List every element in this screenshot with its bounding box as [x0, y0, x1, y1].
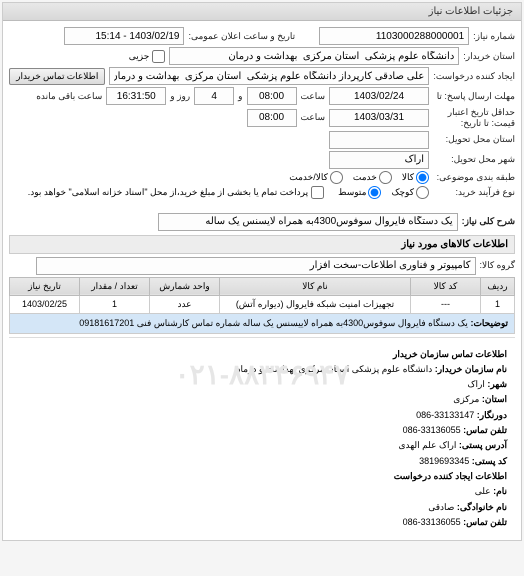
cell-name: تجهیزات امنیت شبکه فایروال (دیواره آتش) — [220, 295, 411, 313]
time-label-2: ساعت — [301, 112, 326, 123]
buyer-contact-button[interactable]: اطلاعات تماس خریدار — [9, 68, 105, 85]
row-subject-cat: طبقه بندی موضوعی: کالا خدمت کالا/خدمت — [9, 171, 515, 184]
details-panel: جزئیات اطلاعات نیاز شماره نیاز: تاریخ و … — [2, 2, 522, 541]
req-no-field[interactable] — [319, 27, 469, 45]
radio-small[interactable]: کوچک — [391, 186, 429, 199]
cell-unit: عدد — [150, 295, 220, 313]
row-delivery-city: شهر محل تحویل: — [9, 151, 515, 169]
row-delivery-state: استان محل تحویل: — [9, 131, 515, 149]
partial-checkbox[interactable]: جزیی — [129, 50, 166, 63]
partial-check-input[interactable] — [152, 50, 165, 63]
group-field[interactable] — [36, 257, 476, 275]
requester-field[interactable] — [109, 67, 429, 85]
creator-section-title: اطلاعات ایجاد کننده درخواست — [17, 469, 507, 484]
radio-small-input[interactable] — [416, 186, 429, 199]
time-label-1: ساعت — [301, 91, 326, 102]
post-line: کد پستی: 3819693345 — [17, 454, 507, 469]
req-no-label: شماره نیاز: — [473, 31, 515, 42]
delivery-state-field[interactable] — [329, 131, 429, 149]
row-req-no: شماره نیاز: تاریخ و ساعت اعلان عمومی: — [9, 27, 515, 45]
row-requester: ایجاد کننده درخواست: اطلاعات تماس خریدار — [9, 67, 515, 85]
cell-desc: توضیحات: یک دستگاه فایروال سوفوس4300به ه… — [10, 313, 515, 333]
table-desc-row: توضیحات: یک دستگاه فایروال سوفوس4300به ه… — [10, 313, 515, 333]
subject-cat-label: طبقه بندی موضوعی: — [433, 172, 515, 183]
th-code: کد کالا — [411, 277, 481, 295]
remain-label: ساعت باقی مانده — [36, 91, 102, 102]
name-line: نام: علی — [17, 484, 507, 499]
partial-label: جزیی — [129, 51, 150, 62]
general-desc-label: شرح کلی نیاز: — [462, 216, 515, 227]
requester-label: ایجاد کننده درخواست: — [433, 71, 515, 82]
addr-line: آدرس پستی: اراک علم الهدی — [17, 438, 507, 453]
radio-medium[interactable]: متوسط — [338, 186, 381, 199]
delivery-state-label: استان محل تحویل: — [433, 134, 515, 145]
remain-time-field[interactable] — [106, 87, 166, 105]
cell-code: --- — [411, 295, 481, 313]
group-label: گروه کالا: — [480, 260, 515, 271]
general-desc-field[interactable] — [158, 213, 458, 231]
contact-section-title: اطلاعات تماس سازمان خریدار — [17, 347, 507, 362]
tel-line: تلفن تماس: 33136055-086 — [17, 423, 507, 438]
validity-label: حداقل تاریخ اعتبار قیمت: تا تاریخ: — [433, 107, 515, 129]
row-group: گروه کالا: — [9, 257, 515, 275]
radio-kala[interactable]: کالا — [402, 171, 429, 184]
radio-khadmat-input[interactable] — [379, 171, 392, 184]
and-label: و — [238, 91, 242, 102]
th-qty: تعداد / مقدار — [80, 277, 150, 295]
cell-date: 1403/02/25 — [10, 295, 80, 313]
delivery-city-label: شهر محل تحویل: — [433, 154, 515, 165]
buyer-state-field[interactable] — [169, 47, 459, 65]
city-line: شهر: اراک — [17, 377, 507, 392]
subject-radio-group: کالا خدمت کالا/خدمت — [289, 171, 429, 184]
radio-medium-input[interactable] — [368, 186, 381, 199]
th-row: ردیف — [481, 277, 515, 295]
cell-qty: 1 — [80, 295, 150, 313]
table-header-row: ردیف کد کالا نام کالا واحد شمارش تعداد /… — [10, 277, 515, 295]
need-type-radio-group: کوچک متوسط — [338, 186, 429, 199]
radio-kk-input[interactable] — [330, 171, 343, 184]
family-line: نام خانوادگی: صادقی — [17, 500, 507, 515]
delivery-city-field[interactable] — [329, 151, 429, 169]
radio-kala-input[interactable] — [416, 171, 429, 184]
payment-checkbox[interactable]: پرداخت تمام یا بخشی از مبلغ خرید،از محل … — [28, 186, 324, 199]
items-table: ردیف کد کالا نام کالا واحد شمارش تعداد /… — [9, 277, 515, 334]
buyer-state-label: استان خریدار: — [463, 51, 515, 62]
announce-label: تاریخ و ساعت اعلان عمومی: — [188, 31, 295, 42]
th-unit: واحد شمارش — [150, 277, 220, 295]
validity-date-field[interactable] — [329, 109, 429, 127]
contact-section: ۰۲۱-۸۸۳۴۶۹۴۷ اطلاعات تماس سازمان خریدار … — [9, 341, 515, 537]
prov-line: استان: مرکزی — [17, 392, 507, 407]
announce-field[interactable] — [64, 27, 184, 45]
row-general-desc: شرح کلی نیاز: — [9, 213, 515, 231]
table-row[interactable]: 1 --- تجهیزات امنیت شبکه فایروال (دیواره… — [10, 295, 515, 313]
items-section-title: اطلاعات کالاهای مورد نیاز — [9, 235, 515, 254]
th-date: تاریخ نیاز — [10, 277, 80, 295]
validity-time-field[interactable] — [247, 109, 297, 127]
deadline-label: مهلت ارسال پاسخ: تا — [433, 91, 515, 102]
tel2-line: تلفن تماس: 33136055-086 — [17, 515, 507, 530]
row-need-type: نوع فرآیند خرید: کوچک متوسط پرداخت تمام … — [9, 186, 515, 199]
payment-note: پرداخت تمام یا بخشی از مبلغ خرید،از محل … — [28, 187, 308, 198]
row-deadline: مهلت ارسال پاسخ: تا ساعت و روز و ساعت با… — [9, 87, 515, 105]
deadline-time-field[interactable] — [247, 87, 297, 105]
row-buyer-state: استان خریدار: جزیی — [9, 47, 515, 65]
radio-khadmat[interactable]: خدمت — [353, 171, 392, 184]
el-line: دورنگار: 33133147-086 — [17, 408, 507, 423]
need-type-label: نوع فرآیند خرید: — [433, 187, 515, 198]
desc-text: یک دستگاه فایروال سوفوس4300به همراه لایی… — [79, 318, 468, 328]
org-line: نام سازمان خریدار: دانشگاه علوم پزشکی اس… — [17, 362, 507, 377]
panel-title: جزئیات اطلاعات نیاز — [3, 3, 521, 21]
th-name: نام کالا — [220, 277, 411, 295]
days-field[interactable] — [194, 87, 234, 105]
deadline-date-field[interactable] — [329, 87, 429, 105]
desc-label: توضیحات: — [470, 318, 508, 328]
cell-row: 1 — [481, 295, 515, 313]
days-label: روز و — [170, 91, 190, 102]
row-validity: حداقل تاریخ اعتبار قیمت: تا تاریخ: ساعت — [9, 107, 515, 129]
panel-body: شماره نیاز: تاریخ و ساعت اعلان عمومی: اس… — [3, 21, 521, 540]
radio-kala-khadmat[interactable]: کالا/خدمت — [289, 171, 343, 184]
payment-check-input[interactable] — [311, 186, 324, 199]
